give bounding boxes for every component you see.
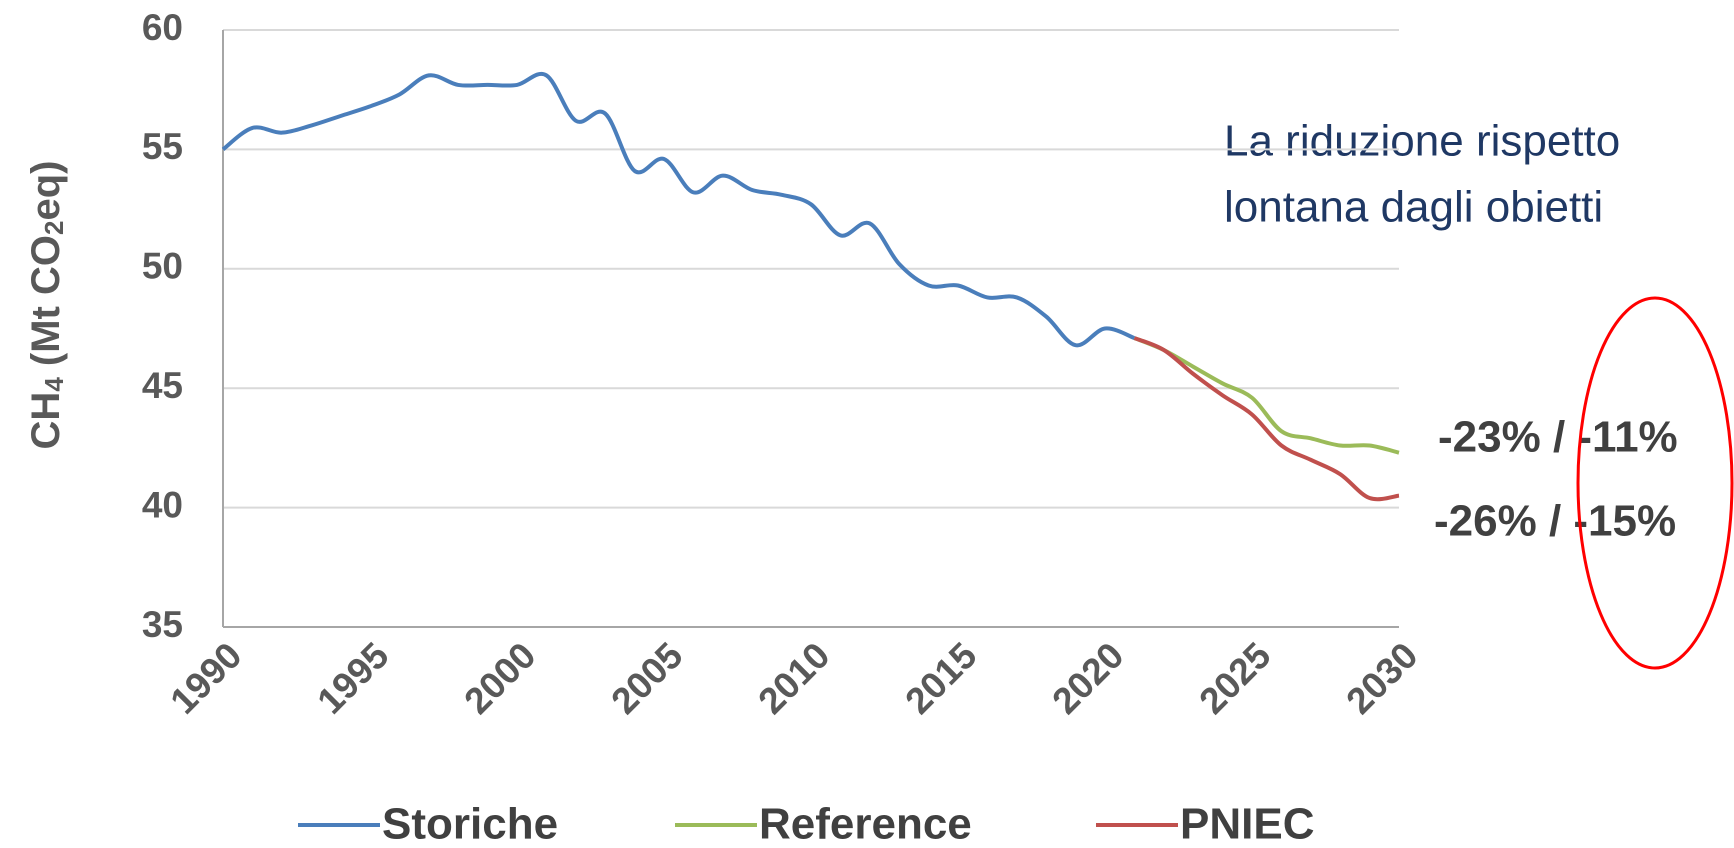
series-line [1133,336,1400,502]
series-label: -23% / -11% [1438,413,1678,462]
annotation: lontana dagli obietti [1224,183,1603,232]
series-line [1133,336,1400,455]
x-tick-label: 1995 [309,635,396,722]
x-tick-label: 1990 [162,635,249,722]
x-tick-label: 2005 [603,635,690,722]
y-label-part: 2 [39,221,69,235]
series-line [221,72,1136,348]
y-label-part: 4 [39,377,69,392]
y-tick-label: 55 [142,126,183,167]
annotation: La riduzione rispetto [1224,117,1620,166]
y-tick-label: 40 [142,484,183,525]
series-label: -26% / -15% [1434,497,1676,546]
legend-label: PNIEC [1180,800,1314,848]
x-tick-label: 2030 [1338,635,1425,722]
x-tick-label: 2020 [1044,635,1131,722]
legend-label: Reference [759,800,972,848]
x-tick-label: 2000 [456,635,543,722]
y-label-part: (Mt CO [24,235,68,377]
y-tick-label: 60 [142,7,183,48]
y-label-part: CH [24,392,68,450]
legend-label: Storiche [382,800,558,848]
x-tick-label: 2025 [1191,635,1278,722]
y-axis-label: CH4 (Mt CO2eq) [24,161,69,450]
y-tick-label: 35 [142,604,183,645]
y-label-part: eq) [24,161,68,221]
highlight-ellipse [1576,296,1734,670]
y-tick-label: 45 [142,365,183,406]
y-tick-label: 50 [142,246,183,287]
x-tick-label: 2010 [750,635,837,722]
x-tick-label: 2015 [897,635,984,722]
